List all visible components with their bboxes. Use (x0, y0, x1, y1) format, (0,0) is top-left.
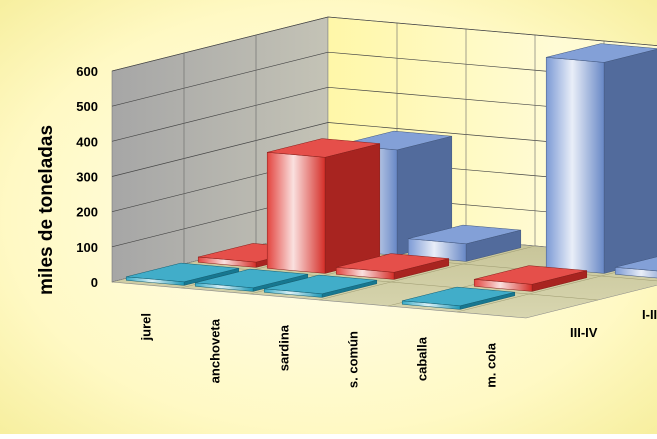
bar-front (266, 152, 326, 274)
bar-v-viii-y-x-caballa (545, 43, 657, 274)
bar-i-ii-sardina (335, 253, 450, 280)
y-axis-title: miles de toneladas (36, 125, 57, 295)
series-label-iii-iv: III-IV (570, 325, 598, 340)
bar-top (402, 286, 515, 307)
series-label-i-ii: I-II (642, 307, 657, 322)
bar-top (546, 43, 657, 63)
x-tick-label-jurel: jurel (139, 313, 154, 341)
bar-top (408, 224, 521, 245)
y-axis-ticks: 0 100 200 300 400 500 600 (76, 64, 98, 290)
bar-i-ii-caballa (473, 265, 588, 292)
bar-side (603, 48, 657, 274)
bar-top (195, 268, 308, 289)
bar-top (126, 262, 239, 283)
y-tick-label: 100 (76, 240, 98, 255)
bar-iii-iv-anchoveta (194, 268, 309, 292)
bar-top (264, 274, 377, 295)
bar-iii-iv-caballa (401, 286, 516, 310)
bar-front (545, 57, 605, 274)
y-tick-label: 600 (76, 64, 98, 79)
bars (125, 43, 657, 310)
x-tick-label-caballa: caballa (415, 336, 430, 381)
y-tick-label: 200 (76, 205, 98, 220)
x-axis-ticks: jurel anchoveta sardina s. común caballa m. c… (139, 313, 499, 388)
bar-top (336, 253, 449, 273)
x-tick-label-sardina: sardina (277, 324, 292, 371)
bar-top (474, 265, 587, 285)
bar-v-viii-y-x-sardina (407, 224, 522, 262)
y-tick-label: 400 (76, 134, 98, 149)
y-tick-label: 0 (91, 275, 98, 290)
bar-iii-iv-sardina (263, 274, 378, 298)
bar-i-ii-anchoveta (266, 138, 381, 274)
bar-top (267, 138, 380, 158)
x-tick-label-m-cola: m. cola (484, 342, 499, 388)
bar-v-viii-y-x-m-cola (614, 256, 657, 279)
x-tick-label-anchoveta: anchoveta (208, 318, 223, 383)
y-tick-label: 500 (76, 99, 98, 114)
bar-top (615, 256, 657, 272)
bar-front (614, 267, 657, 279)
bar-iii-iv-jurel (125, 262, 240, 286)
x-tick-label-s-com-n: s. común (346, 331, 361, 388)
floor-line (318, 245, 536, 301)
bar-side (324, 143, 381, 274)
series-axis-labels: III-IVI-IIV, VIII y X (570, 307, 657, 340)
y-tick-label: 300 (76, 170, 98, 185)
